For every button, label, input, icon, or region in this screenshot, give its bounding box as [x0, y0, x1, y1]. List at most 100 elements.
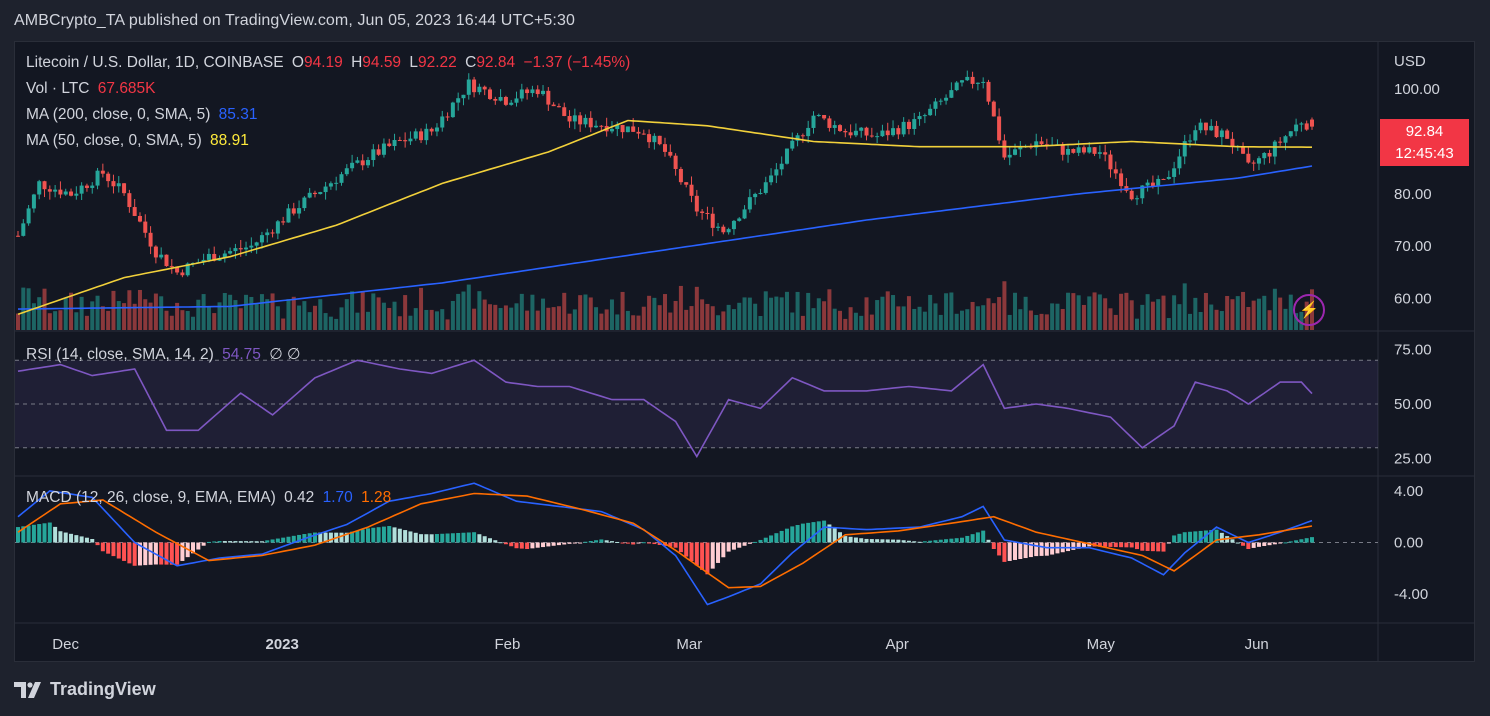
candle-body: [37, 181, 42, 195]
symbol-title[interactable]: Litecoin / U.S. Dollar, 1D, COINBASE: [26, 54, 284, 71]
candle-body: [1193, 130, 1198, 141]
macd-histogram-bar: [191, 542, 196, 554]
volume-bar: [169, 315, 174, 330]
volume-bar: [1013, 292, 1018, 330]
volume-bar: [111, 290, 116, 330]
candle-body: [678, 168, 683, 183]
x-tick-label: Mar: [676, 636, 702, 653]
volume-bar: [1103, 298, 1108, 330]
rsi-label: RSI (14, close, SMA, 14, 2): [26, 346, 214, 363]
volume-bar: [1119, 293, 1124, 330]
legend-volume[interactable]: Vol · LTC 67.685K: [26, 80, 160, 98]
volume-bar: [360, 291, 365, 330]
legend-rsi[interactable]: RSI (14, close, SMA, 14, 2) 54.75 ∅ ∅: [26, 345, 305, 364]
low-label: L: [409, 54, 418, 71]
volume-bar: [228, 294, 233, 330]
candle-body: [954, 82, 959, 91]
macd-histogram-bar: [700, 542, 705, 570]
macd-histogram-bar: [572, 542, 577, 544]
close-value: 92.84: [476, 54, 516, 71]
legend-ma50[interactable]: MA (50, close, 0, SMA, 5) 88.91: [26, 132, 253, 150]
ma50-value: 88.91: [210, 132, 249, 149]
candle-body: [26, 208, 31, 224]
volume-bar: [832, 308, 837, 330]
legend-macd[interactable]: MACD (12, 26, close, 9, EMA, EMA) 0.42 1…: [26, 489, 395, 507]
volume-bar: [838, 310, 843, 330]
candle-body: [753, 193, 758, 198]
macd-histogram-bar: [944, 539, 949, 543]
volume-bar: [981, 305, 986, 330]
volume-bar: [440, 309, 445, 330]
volume-bar: [355, 312, 360, 330]
candle-body: [1209, 125, 1214, 131]
macd-histogram-bar: [1081, 542, 1086, 548]
volume-bar: [578, 295, 583, 330]
macd-histogram-bar: [482, 536, 487, 543]
macd-histogram-bar: [1177, 533, 1182, 543]
volume-bar: [84, 315, 89, 330]
macd-histogram-bar: [959, 537, 964, 543]
volume-bar: [387, 307, 392, 330]
volume-bar: [344, 299, 349, 330]
macd-line: [17, 482, 1313, 606]
tradingview-logo[interactable]: TradingView: [14, 679, 156, 700]
macd-histogram-bar: [472, 532, 477, 543]
published-line: AMBCrypto_TA published on TradingView.co…: [14, 12, 575, 29]
volume-bar: [397, 316, 402, 330]
macd-histogram-bar: [917, 541, 922, 543]
candle-body: [498, 97, 503, 101]
macd-histogram-bar: [1002, 542, 1007, 562]
volume-bar: [811, 308, 816, 330]
candle-body: [1225, 130, 1230, 139]
volume-bar: [1294, 313, 1299, 330]
volume-bar: [525, 310, 530, 330]
candle-body: [1214, 125, 1219, 138]
candle-body: [281, 221, 286, 223]
macd-histogram-bar: [784, 528, 789, 543]
volume-bar: [339, 307, 344, 330]
candle-body: [1172, 168, 1177, 177]
volume-bar: [466, 284, 471, 330]
candle-body: [153, 246, 158, 258]
macd-histogram-bar: [514, 542, 519, 549]
volume-bar: [774, 296, 779, 330]
open-value: 94.19: [303, 54, 343, 71]
candle-body: [1044, 144, 1049, 146]
macd-histogram-bar: [519, 542, 524, 549]
volume-bar: [450, 300, 455, 330]
candle-body: [392, 140, 397, 147]
macd-histogram-bar: [1034, 542, 1039, 557]
volume-bar: [350, 291, 355, 330]
volume-bar: [1150, 301, 1155, 330]
volume-bar: [434, 311, 439, 330]
candle-body: [413, 131, 418, 139]
candle-body: [466, 79, 471, 95]
macd-signal-value: 1.28: [361, 489, 392, 506]
candle-body: [222, 253, 227, 259]
volume-bar: [1087, 296, 1092, 330]
macd-histogram-bar: [297, 534, 302, 543]
volume-bar: [132, 303, 137, 330]
volume-bar: [1092, 292, 1097, 330]
volume-bar: [1198, 312, 1203, 330]
candle-body: [599, 125, 604, 127]
volume-bar: [1018, 309, 1023, 330]
macd-histogram-bar: [79, 536, 84, 543]
candle-body: [853, 130, 858, 136]
macd-histogram-bar: [164, 542, 169, 565]
volume-bar: [222, 293, 227, 330]
lightning-icon[interactable]: ⚡: [1293, 294, 1325, 326]
candle-body: [774, 169, 779, 176]
legend-ma200[interactable]: MA (200, close, 0, SMA, 5) 85.31: [26, 106, 261, 124]
candle-body: [206, 253, 211, 260]
candle-body: [556, 106, 561, 108]
volume-bar: [297, 305, 302, 330]
macd-histogram-bar: [498, 542, 503, 544]
high-label: H: [351, 54, 363, 71]
candle-body: [169, 266, 174, 268]
volume-bar: [1129, 300, 1134, 330]
macd-histogram-bar: [970, 534, 975, 543]
macd-histogram-bar: [440, 533, 445, 543]
macd-histogram-bar: [387, 526, 392, 543]
